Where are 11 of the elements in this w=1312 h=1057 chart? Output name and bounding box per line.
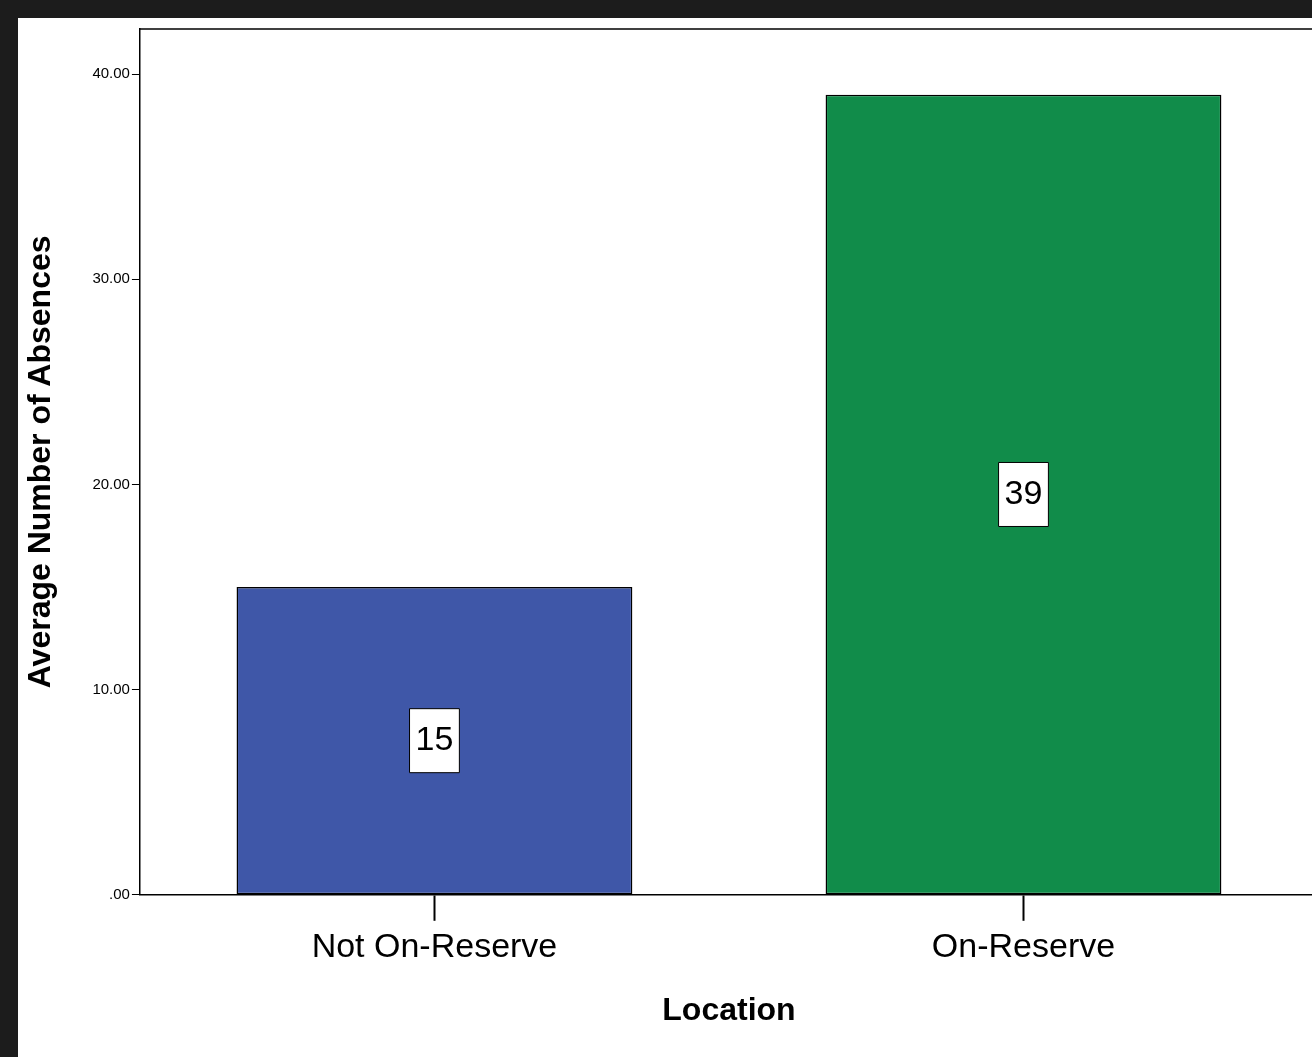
data-label: 39 [1004,472,1043,511]
x-tick-label: Not On-Reserve [311,925,558,964]
y-tick-label: 40.00 [92,64,130,82]
y-tick-label: 30.00 [92,269,130,287]
y-tick-label: 20.00 [92,474,130,492]
y-tick-label: 10.00 [92,679,130,697]
y-axis-title: Average Number of Absences [21,235,58,689]
data-label: 15 [415,719,454,758]
x-axis-title: Location [662,990,796,1027]
y-tick-label: .00 [109,884,130,902]
x-tick-label: On-Reserve [931,925,1116,964]
